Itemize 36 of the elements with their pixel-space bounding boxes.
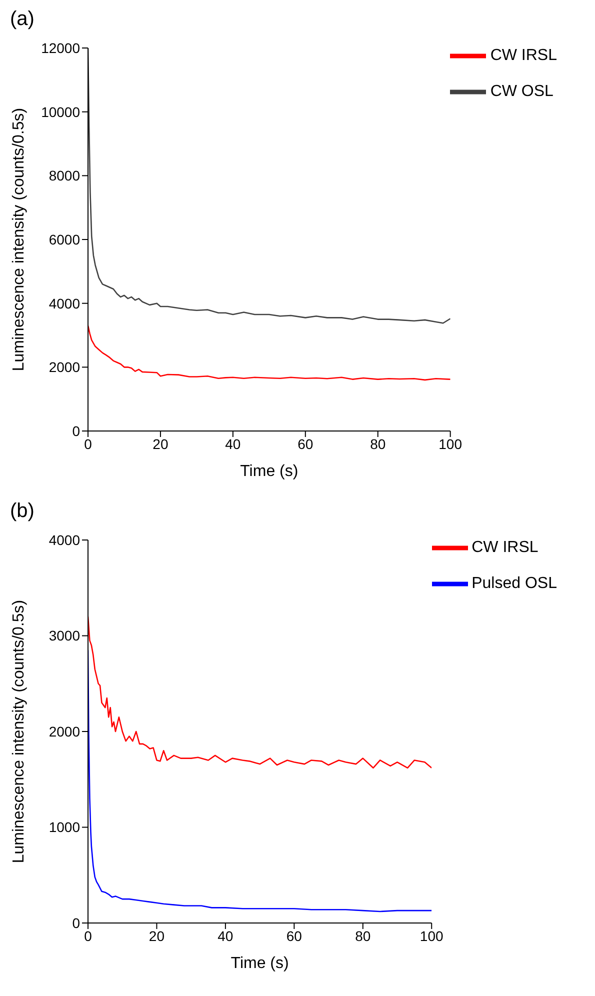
chart-title: (a) [10,8,34,31]
x-tick-label: 40 [218,928,234,944]
y-tick-label: 4000 [48,532,80,548]
line-series [88,325,450,381]
y-tick-label: 0 [72,914,80,931]
x-axis-title: Time (s) [240,463,298,480]
y-tick-label: 2000 [48,359,80,376]
x-tick-label: 80 [355,928,371,944]
y-axis-title: Luminescence intensity (counts/0.5s) [10,108,28,372]
x-tick-label: 100 [420,928,444,944]
x-tick-label: 60 [298,436,314,452]
x-tick-label: 0 [84,436,92,452]
y-axis-title: Luminescence intensity (counts/0.5s) [10,600,28,864]
line-series [88,616,432,769]
x-tick-label: 20 [148,928,165,944]
y-tick-label: 12000 [41,40,80,56]
legend-label: CW OSL [490,83,554,100]
x-tick-label: 20 [152,436,168,452]
y-tick-label: 6000 [48,231,80,248]
x-axis-title: Time (s) [230,955,289,972]
y-tick-label: 3000 [48,628,80,644]
x-tick-label: 100 [438,436,462,452]
y-tick-label: 2000 [48,723,80,740]
chart-title: (b) [10,500,34,523]
x-tick-label: 60 [286,928,302,944]
y-tick-label: 8000 [48,168,80,184]
y-tick-label: 1000 [48,819,80,836]
x-tick-label: 40 [225,436,241,452]
y-tick-label: 10000 [41,104,80,120]
legend-label: Pulsed OSL [472,575,557,592]
legend-label: CW IRSL [490,47,557,64]
legend-label: CW IRSL [472,539,538,556]
x-tick-label: 0 [84,928,92,944]
x-tick-label: 80 [370,436,386,452]
y-tick-label: 0 [72,422,80,439]
y-tick-label: 4000 [48,295,80,312]
